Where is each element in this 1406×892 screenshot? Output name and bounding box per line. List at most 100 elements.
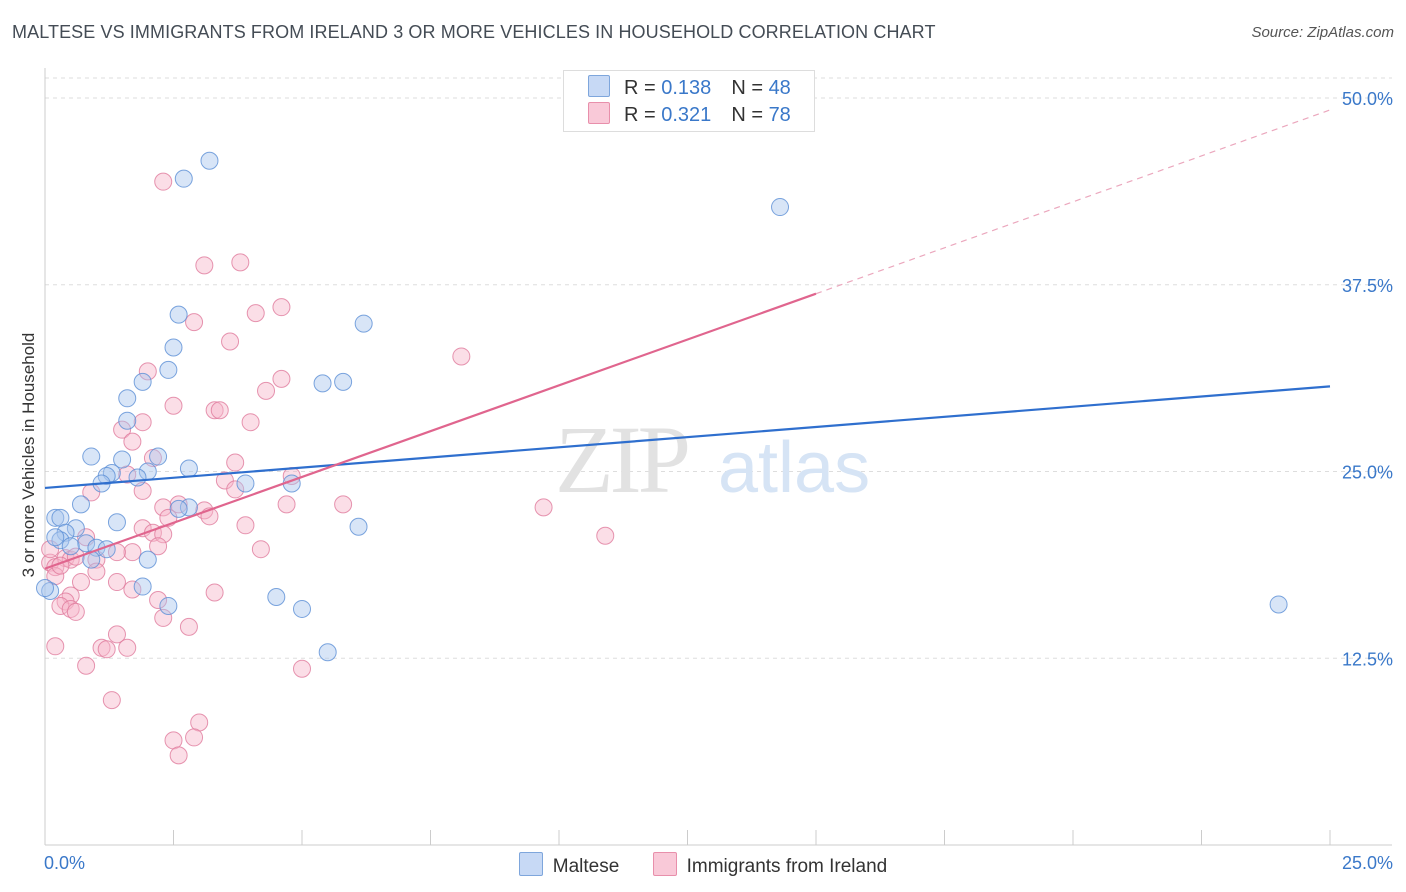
ireland-point [113,420,132,439]
maltese-point [118,411,137,430]
maltese-point [236,474,255,493]
ireland-point [272,369,291,388]
ireland-point [154,172,173,191]
legend-r-value: 0.321 [661,104,712,126]
maltese-point [36,579,54,598]
legend-r-value: 0.138 [661,77,712,99]
maltese-point [349,517,368,536]
x-tick-label-max: 25.0% [1342,853,1393,873]
ireland-point [133,413,152,432]
legend-row-maltese: R = 0.138 N = 48 [588,75,791,101]
ireland-point [226,453,245,472]
ireland-point [154,498,173,517]
y-tick-label: 12.5% [1342,649,1393,669]
ireland-point [179,617,198,636]
ireland-swatch [652,852,677,876]
x-tick-label-min: 0.0% [44,853,85,873]
ireland-point [334,495,353,514]
ireland-point [257,381,276,400]
ireland-point [195,256,214,275]
ireland-trend-line [44,292,817,570]
ireland-point [215,471,234,490]
ireland-point [190,713,209,732]
legend-label-maltese: Maltese [552,856,620,877]
ireland-point [46,637,65,656]
ireland-point [169,746,188,765]
ireland-point [77,656,96,675]
maltese-point [46,508,65,527]
ireland-point [236,516,255,535]
ireland-point [246,304,265,323]
legend-swatch-ireland [588,102,610,124]
maltese-point [169,305,188,324]
axes [44,68,1392,846]
legend-n-value: 78 [768,104,791,126]
ireland-point [123,543,142,562]
ireland-point [123,432,142,451]
ireland-point [251,540,270,559]
ireland-point [154,608,173,627]
maltese-point [71,495,90,514]
ireland-point [138,362,157,381]
maltese-point [1269,595,1288,614]
maltese-point [118,389,137,408]
ireland-trend-extension [815,109,1331,295]
series-maltese [36,151,1288,662]
maltese-point [293,599,311,618]
ireland-point [272,298,291,317]
source-credit: Source: ZipAtlas.com [1251,24,1394,41]
ireland-point [210,401,229,420]
ireland-point [205,583,224,602]
ireland-point [61,599,80,618]
watermark: ZIP atlas [555,406,870,513]
legend-r-label: R = [624,104,662,126]
correlation-legend: R = 0.138 N = 48 R = 0.321 N = 78 [563,70,815,132]
legend-label-ireland: Immigrants from Ireland [686,856,888,877]
maltese-point [77,534,96,553]
maltese-point [169,499,188,518]
maltese-trend-line [44,385,1331,490]
y-tick-label: 37.5% [1342,276,1393,296]
ireland-point [71,573,90,592]
ireland-point [241,413,260,432]
ireland-point [107,625,126,644]
legend-item-maltese[interactable]: Maltese [518,852,620,878]
ireland-point [41,540,60,559]
maltese-point [138,550,157,569]
maltese-point [174,169,193,188]
maltese-point [133,577,152,596]
gridlines [45,77,1392,659]
ireland-point [185,313,204,332]
series-legend: Maltese Immigrants from Ireland [0,852,1406,878]
legend-n-value: 48 [768,77,791,99]
maltese-point [107,513,126,532]
ireland-point [226,480,245,499]
legend-n-label: N = [731,104,769,126]
legend-swatch-maltese [588,75,610,97]
maltese-point [51,531,70,550]
chart-title: MALTESE VS IMMIGRANTS FROM IRELAND 3 OR … [12,22,936,42]
ireland-point [185,728,204,747]
ireland-point [596,526,615,545]
ireland-point [149,590,168,609]
maltese-point [159,596,178,615]
maltese-point [159,360,178,379]
maltese-point [267,587,286,606]
ireland-point [102,691,121,710]
maltese-point [318,643,337,662]
legend-row-ireland: R = 0.321 N = 78 [588,102,791,128]
ireland-point [534,498,553,517]
maltese-point [46,528,65,547]
maltese-point [113,450,132,469]
maltese-point [200,151,219,170]
tick-labels: 12.5% 25.0% 37.5% 50.0% 0.0% 25.0% [44,89,1393,873]
ireland-point [164,731,183,750]
ireland-point [164,396,183,415]
ireland-point [277,495,296,514]
maltese-point [354,314,373,333]
watermark-zip: ZIP [555,406,688,513]
legend-item-ireland[interactable]: Immigrants from Ireland [652,852,888,878]
y-tick-label: 50.0% [1342,89,1393,109]
legend-r-label: R = [624,77,662,99]
